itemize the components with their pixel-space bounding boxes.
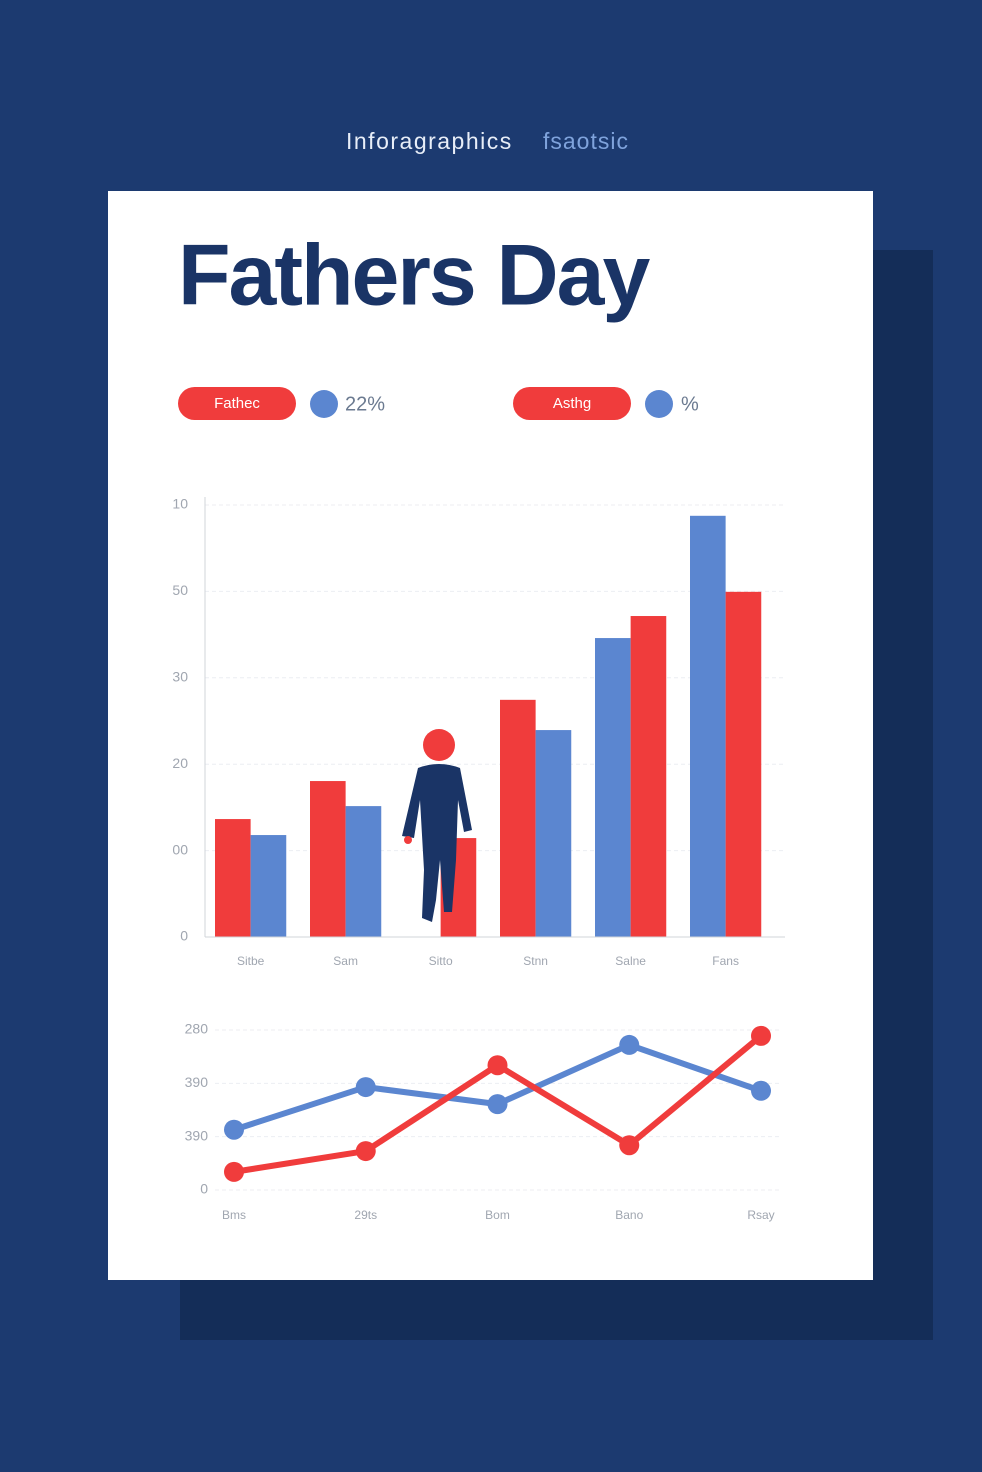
x-tick-label: Sitbe: [237, 954, 265, 968]
x-tick-label: Sam: [333, 954, 358, 968]
y-tick-label: 280: [185, 1021, 209, 1037]
title: Fathers Day: [178, 228, 650, 324]
line-point: [224, 1161, 244, 1182]
line-point: [487, 1055, 508, 1076]
x-tick-label: Bano: [615, 1208, 643, 1222]
x-tick-label: Salne: [615, 954, 646, 968]
x-tick-label: Sitto: [429, 954, 453, 968]
bar: [725, 591, 762, 937]
y-tick-label: 30: [172, 669, 188, 685]
line-chart: 0 390 390 280 Bms 29ts Bom Bano Rsay: [185, 1021, 782, 1222]
bar: [250, 835, 287, 937]
y-tick-label: 0: [200, 1181, 208, 1197]
legend-value: 22%: [345, 393, 385, 415]
y-tick-label: 50: [172, 582, 188, 598]
y-tick-label: 10: [172, 496, 188, 512]
legend-label: Fathec: [214, 395, 260, 412]
x-tick-label: Bms: [222, 1208, 246, 1222]
line-point: [751, 1025, 771, 1046]
y-tick-label: 0: [180, 928, 188, 944]
bar: [595, 638, 631, 937]
bar: [630, 616, 667, 937]
line-point: [619, 1034, 640, 1055]
bar: [345, 806, 382, 937]
bar: [500, 699, 536, 937]
line-point: [355, 1141, 376, 1162]
line-point: [224, 1119, 244, 1140]
kicker: Inforagraphics: [346, 128, 513, 154]
line-point: [619, 1135, 640, 1156]
x-tick-label: 29ts: [354, 1208, 377, 1222]
bar: [690, 515, 726, 937]
bar: [215, 819, 251, 937]
legend-label: Asthg: [553, 395, 591, 412]
kicker-accent: fsaotsic: [543, 128, 629, 154]
legend-dot: [310, 390, 338, 418]
legend-dot: [645, 390, 673, 418]
y-tick-label: 00: [172, 841, 188, 857]
legend-value: %: [681, 393, 699, 415]
x-tick-label: Rsay: [747, 1208, 774, 1222]
line-point: [355, 1077, 376, 1098]
line-point: [751, 1080, 771, 1101]
legend-pill: [178, 387, 296, 420]
x-tick-label: Bom: [485, 1208, 510, 1222]
legend-pill: [513, 387, 631, 420]
y-tick-label: 390: [185, 1127, 209, 1143]
y-tick-label: 20: [172, 755, 188, 771]
bar: [310, 781, 346, 937]
x-tick-label: Fans: [712, 954, 739, 968]
x-tick-label: Stnn: [523, 954, 548, 968]
line-point: [487, 1094, 508, 1115]
father-figure: [402, 729, 472, 922]
y-tick-label: 390: [185, 1074, 209, 1090]
bar: [535, 730, 572, 937]
